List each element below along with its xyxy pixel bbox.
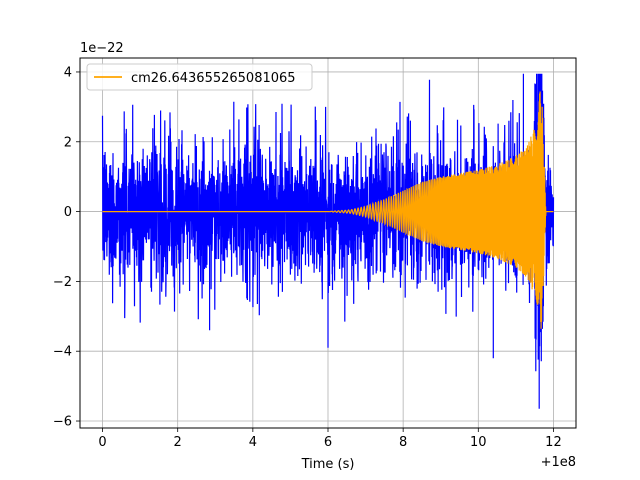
x-tick-label: 12	[545, 435, 562, 450]
y-tick-label: 4	[64, 65, 72, 80]
x-axis-label: Time (s)	[301, 457, 355, 472]
y-tick-label: 2	[64, 135, 72, 150]
series-line-template	[102, 91, 554, 329]
legend-label-template: cm26.643655265081065	[131, 71, 296, 86]
legend-box	[86, 63, 313, 91]
series-line-strain	[101, 73, 555, 409]
plot-area	[101, 73, 555, 409]
y-axis-ticks: −6 −4 −2 0 2 4	[53, 65, 80, 430]
y-scale-label: 1e−22	[80, 41, 124, 56]
y-tick-label: 0	[64, 205, 72, 220]
y-tick-label: −2	[53, 275, 72, 290]
y-tick-label: −6	[53, 415, 72, 430]
x-tick-label: 10	[470, 435, 487, 450]
x-offset-label: +1e8	[541, 455, 576, 470]
x-axis-ticks: 0 2 4 6 8 10 12	[98, 428, 562, 450]
x-tick-label: 2	[174, 435, 182, 450]
legend: cm26.643655265081065	[86, 63, 313, 91]
x-tick-label: 0	[98, 435, 106, 450]
y-tick-label: −4	[53, 345, 72, 360]
x-tick-label: 8	[399, 435, 407, 450]
x-tick-label: 6	[324, 435, 332, 450]
x-tick-label: 4	[249, 435, 257, 450]
